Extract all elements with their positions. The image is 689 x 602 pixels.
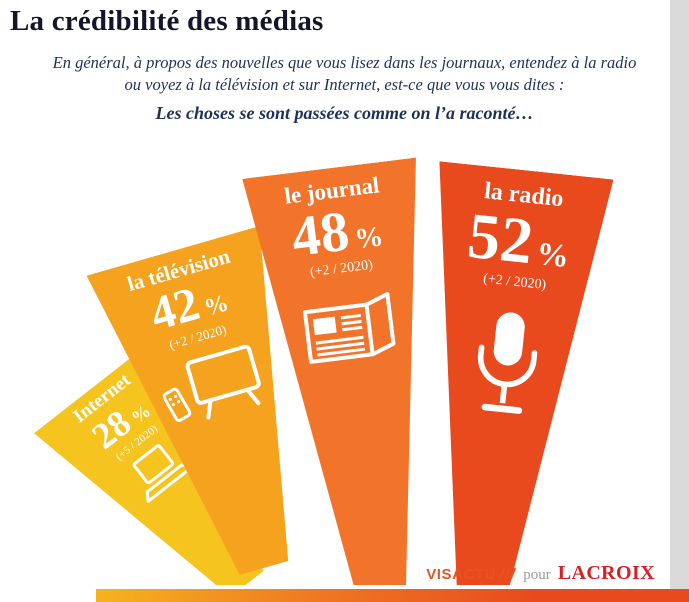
credits-pour-text: pour [523,567,551,583]
wedge-value-unit: % [352,221,385,256]
subtitle-line-1: En général, à propos des nouvelles que v… [52,53,637,72]
visactu-logo-text: VISACTU [426,566,497,583]
credits: VISACTU pour LACROIX [426,562,655,585]
survey-statement: Les choses se sont passées comme on l’a … [155,103,534,123]
wedge-value-unit: % [534,236,571,276]
fan-chart: Internet 28% (+5 / 2020) la télévision 4… [0,0,689,585]
wedge-television: la télévision 42% (+2 / 2020) [87,226,351,585]
newspaper-icon [258,285,441,380]
wedge-radio: la radio 52% (+2 / 2020) [394,161,613,585]
microphone-icon [413,301,599,431]
wedge-journal: le journal 48% (+2 / 2020) [242,158,468,585]
lacroix-logo: LACROIX [557,562,655,584]
page-title: La crédibilité des médias [10,5,324,37]
wedge-value-unit: % [201,290,232,322]
wedge-value-number: 48 [288,199,353,270]
visactu-zigzag-icon [498,567,517,580]
chart-subtitle: En général, à propos des nouvelles que v… [0,52,689,96]
bottom-strip [96,589,689,602]
right-gray-band [670,0,689,602]
tv-remote-icon [117,331,308,442]
subtitle-line-2: ou voyez à la télévision et sur Internet… [124,74,565,94]
visactu-logo: VISACTU [426,566,517,583]
wedge-value-number: 52 [464,199,537,279]
